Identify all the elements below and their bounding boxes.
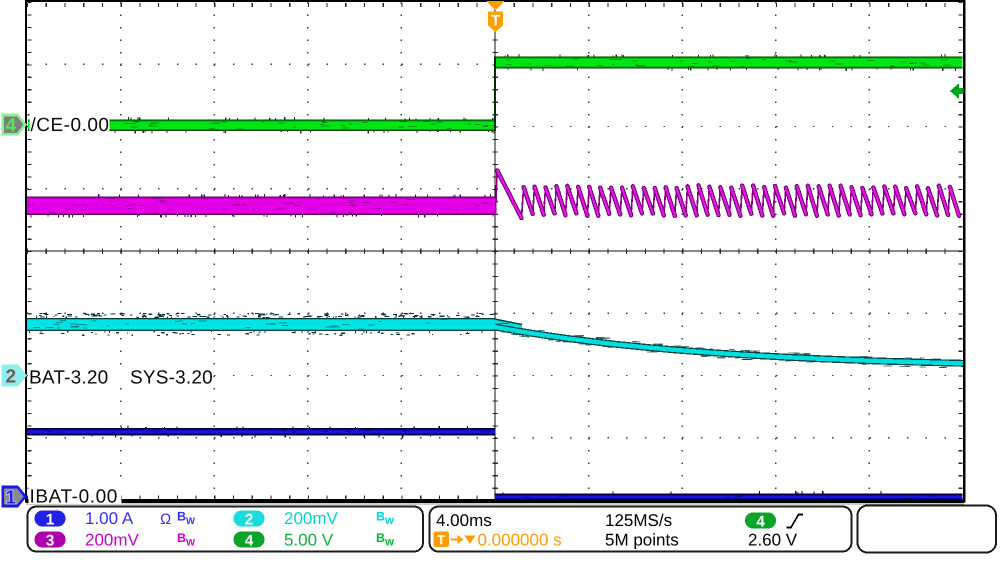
svg-text:0.000000 s: 0.000000 s [478, 531, 562, 550]
svg-text:SYS-3.20: SYS-3.20 [130, 368, 213, 389]
svg-text:5M points: 5M points [605, 531, 679, 550]
svg-text:IBAT-0.00: IBAT-0.00 [30, 487, 118, 508]
svg-text:3: 3 [46, 532, 55, 549]
svg-text:200mV: 200mV [85, 531, 140, 550]
svg-text:T: T [437, 532, 446, 547]
svg-text:4.00ms: 4.00ms [436, 511, 492, 530]
svg-text:4: 4 [6, 116, 17, 137]
svg-text:4: 4 [245, 532, 254, 549]
svg-text:2.60 V: 2.60 V [748, 531, 798, 550]
svg-text:1.00 A: 1.00 A [85, 509, 134, 528]
svg-text:BAT-3.20: BAT-3.20 [29, 368, 108, 389]
svg-text:Ω: Ω [160, 511, 171, 528]
svg-text:200mV: 200mV [284, 509, 339, 528]
svg-text:2: 2 [6, 366, 17, 387]
svg-text:1: 1 [46, 511, 55, 528]
svg-text:5.00 V: 5.00 V [284, 531, 334, 550]
svg-text:1: 1 [6, 487, 17, 508]
svg-text:T: T [491, 13, 501, 30]
svg-text:125MS/s: 125MS/s [605, 511, 672, 530]
svg-text:2: 2 [245, 511, 254, 528]
svg-text:4: 4 [756, 513, 765, 530]
svg-text:/CE-0.00: /CE-0.00 [31, 115, 110, 136]
